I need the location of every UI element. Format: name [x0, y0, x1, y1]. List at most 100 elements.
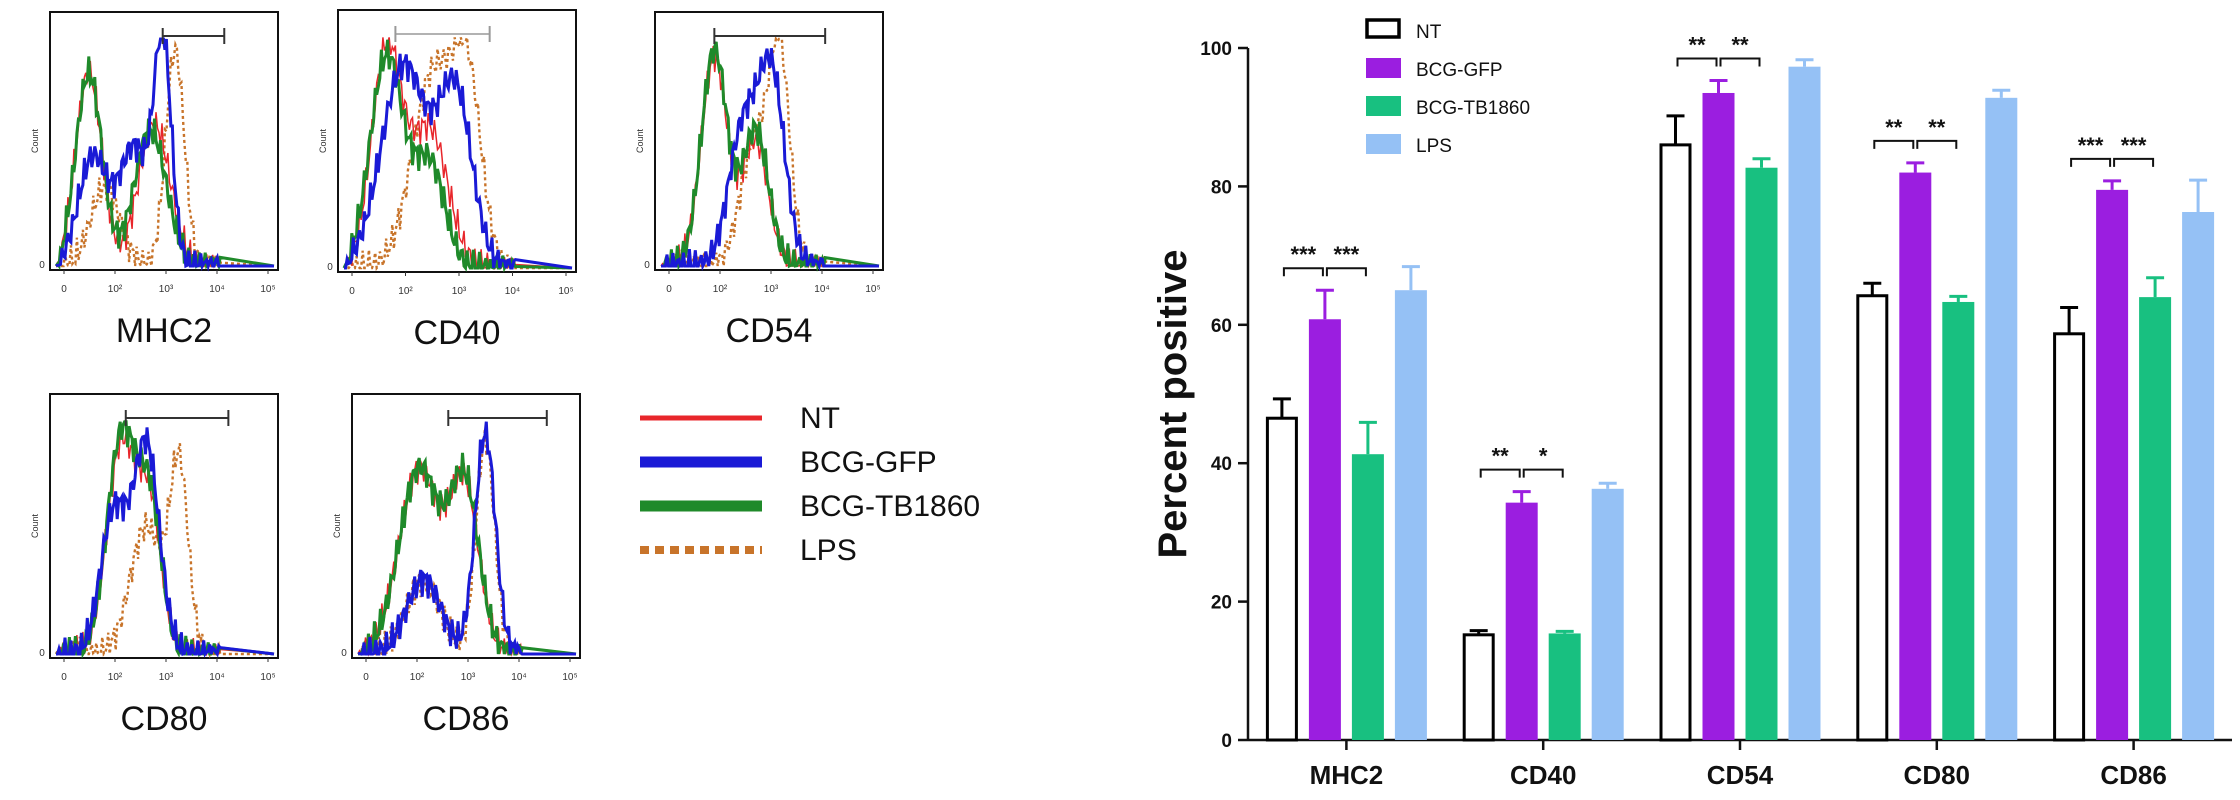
bar: [1591, 488, 1624, 740]
bar: [1702, 92, 1735, 741]
legend-label: BCG-TB1860: [800, 490, 980, 523]
histogram-title: CD80: [121, 700, 208, 738]
bracket-line: [1522, 468, 1564, 478]
y-tick-label: 60: [1211, 316, 1232, 337]
x-tick-label: 10⁴: [814, 284, 829, 295]
bar: [1659, 143, 1692, 742]
histogram-curve: [661, 41, 880, 272]
bracket-line: [1325, 267, 1367, 277]
x-tick-label: 10⁵: [562, 672, 577, 683]
significance-bracket: **: [1916, 115, 1958, 149]
histogram-title: CD40: [414, 314, 501, 352]
category-label: CD86: [2100, 760, 2166, 790]
bar-legend-swatch: [1366, 134, 1401, 154]
bracket-line: [1676, 57, 1718, 67]
significance-bracket: *: [1522, 444, 1564, 478]
bar-legend-label: BCG-TB1860: [1416, 98, 1530, 119]
histogram-curve: [56, 427, 275, 658]
bar-legend-swatch: [1365, 18, 1401, 39]
bar: [1351, 454, 1384, 740]
histogram-frame: [49, 393, 279, 659]
bar-legend-label: LPS: [1416, 136, 1452, 157]
x-tick-label: 10⁴: [209, 284, 224, 295]
significance-bracket: **: [1873, 115, 1915, 149]
y-zero-label: 0: [644, 260, 650, 271]
bar: [1548, 633, 1581, 740]
bracket-line: [2113, 157, 2155, 167]
histogram-panel: 0 10² 10³ 10⁴ 10⁵ Count 0 CD86: [332, 393, 581, 738]
bracket-line: [1479, 468, 1521, 478]
x-tick-label: 10³: [452, 286, 467, 297]
histogram-curve: [55, 37, 274, 272]
bar: [2096, 189, 2129, 741]
bracket-line: [1719, 57, 1761, 67]
x-tick-label: 10²: [108, 672, 123, 683]
y-zero-label: 0: [327, 262, 333, 273]
legend-label: LPS: [800, 534, 857, 567]
bar: [1856, 294, 1889, 742]
x-tick-label: 10³: [461, 672, 476, 683]
bar: [1265, 416, 1298, 742]
x-tick-label: 10²: [410, 672, 425, 683]
histogram-panel: 0 10² 10³ 10⁴ 10⁵ Count 0 MHC2: [30, 11, 279, 350]
y-tick-label: 100: [1200, 39, 1232, 60]
y-zero-label: 0: [341, 648, 347, 659]
x-tick-label: 10⁵: [558, 286, 573, 297]
histogram-title: MHC2: [116, 312, 212, 350]
x-tick-label: 10⁵: [260, 284, 275, 295]
histogram-curve: [344, 53, 573, 270]
significance-bracket: ***: [2113, 133, 2155, 167]
histogram-curve: [342, 39, 573, 273]
y-axis-label: Count: [30, 514, 40, 539]
x-tick-label: 10³: [159, 672, 174, 683]
bracket-line: [1916, 139, 1958, 149]
significance-label: ***: [1291, 242, 1317, 267]
category-label: CD40: [1510, 760, 1576, 790]
significance-bracket: **: [1719, 33, 1761, 67]
x-tick-label: 10⁵: [865, 284, 880, 295]
bar: [2182, 212, 2215, 740]
significance-label: **: [1731, 33, 1749, 58]
significance-label: *: [1539, 444, 1548, 469]
x-tick-label: 10⁴: [505, 286, 520, 297]
x-tick-label: 10⁴: [511, 672, 526, 683]
histogram-curve: [661, 48, 879, 272]
significance-label: **: [1492, 444, 1510, 469]
bar: [1394, 290, 1427, 740]
x-tick-label: 0: [363, 672, 369, 683]
bar-legend-swatch: [1366, 58, 1401, 78]
bracket-line: [1873, 139, 1915, 149]
bar: [1788, 66, 1821, 740]
bar-legend-label: BCG-GFP: [1416, 60, 1503, 81]
y-axis-label: Count: [318, 129, 328, 154]
bar: [1745, 167, 1778, 740]
x-tick-label: 10³: [764, 284, 779, 295]
bracket-line: [2070, 157, 2112, 167]
y-tick-label: 0: [1221, 731, 1232, 752]
histogram-curve: [357, 452, 577, 656]
bar-chart: 0 20 40 60 80 100 Percent positive MHC2 CD40 CD54…: [1151, 18, 2232, 790]
x-tick-label: 10⁴: [209, 672, 224, 683]
y-tick-label: 80: [1211, 177, 1232, 198]
x-tick-label: 10²: [713, 284, 728, 295]
y-axis-label: Count: [635, 129, 645, 154]
histogram-curve: [343, 36, 572, 272]
significance-bracket: ***: [1282, 242, 1324, 277]
bar: [1462, 633, 1495, 742]
histogram-panel: 0 10² 10³ 10⁴ 10⁵ Count 0 CD40: [318, 9, 577, 352]
bar: [2139, 297, 2172, 740]
bar: [2053, 332, 2086, 742]
y-zero-label: 0: [39, 260, 45, 271]
x-tick-label: 0: [349, 286, 355, 297]
y-tick-label: 40: [1211, 454, 1232, 475]
histogram-legend: NT BCG-GFP BCG-TB1860 LPS: [640, 402, 980, 567]
histogram-panels: 0 10² 10³ 10⁴ 10⁵ Count 0 MHC2 0 10² 10³ 10⁴ 10⁵ Coun…: [30, 9, 884, 738]
y-axis-title: Percent positive: [1151, 249, 1195, 558]
x-tick-label: 10³: [159, 284, 174, 295]
y-axis-label: Count: [30, 129, 40, 154]
histogram-title: CD86: [423, 700, 510, 738]
category-label: CD80: [1904, 760, 1970, 790]
significance-bracket: ***: [1325, 242, 1367, 277]
x-tick-label: 0: [666, 284, 672, 295]
